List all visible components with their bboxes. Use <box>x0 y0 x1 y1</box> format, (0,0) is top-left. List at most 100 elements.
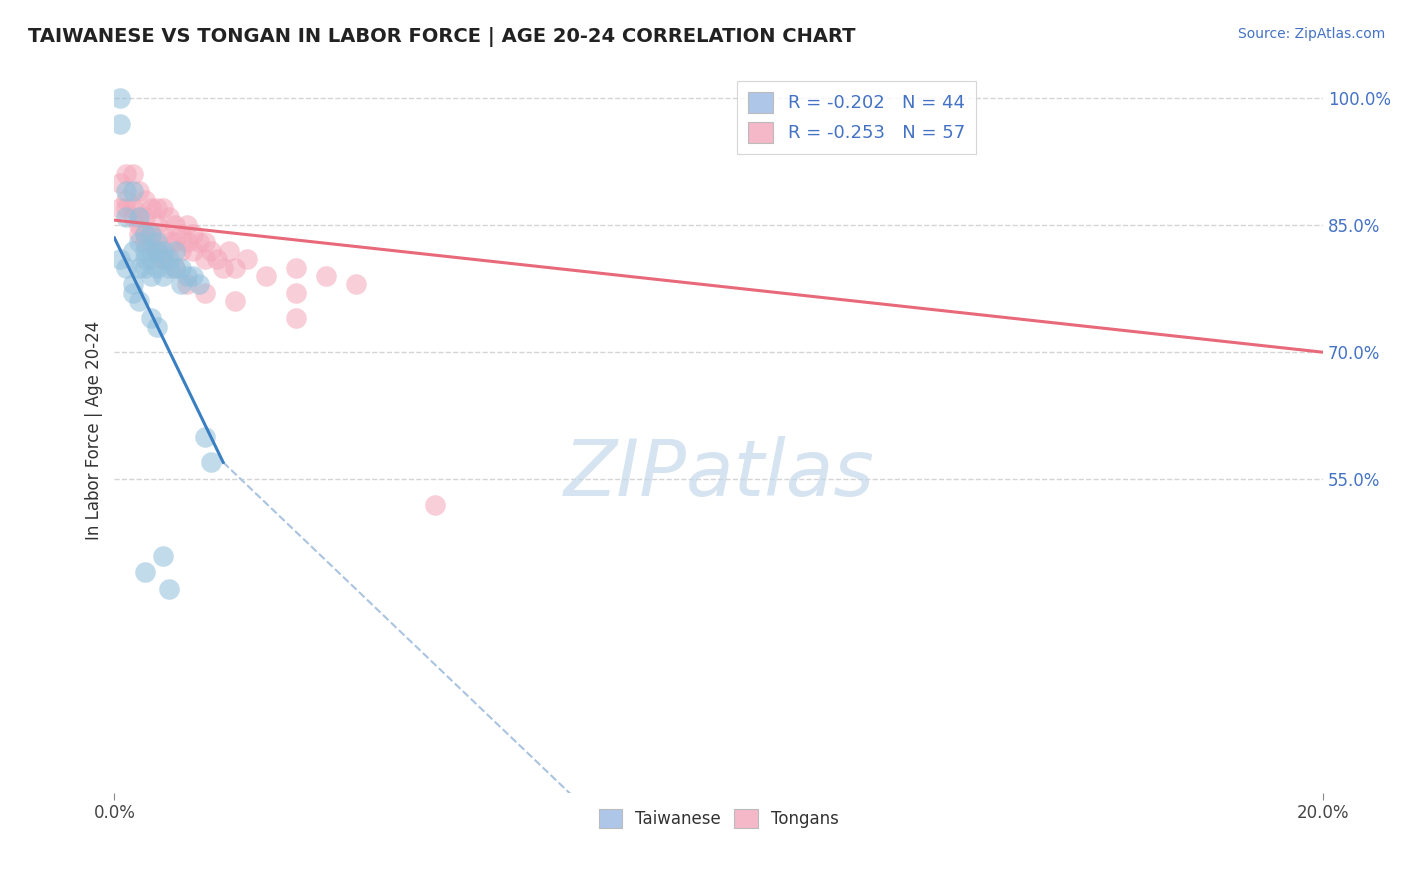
Point <box>121 201 143 215</box>
Point <box>170 277 193 292</box>
Point <box>181 244 204 258</box>
Point <box>110 117 132 131</box>
Point <box>152 201 174 215</box>
Point <box>423 498 446 512</box>
Point <box>128 184 150 198</box>
Point <box>315 268 337 283</box>
Point <box>254 268 277 283</box>
Text: TAIWANESE VS TONGAN IN LABOR FORCE | AGE 20-24 CORRELATION CHART: TAIWANESE VS TONGAN IN LABOR FORCE | AGE… <box>28 27 856 46</box>
Point <box>110 176 132 190</box>
Point <box>128 227 150 241</box>
Point <box>152 252 174 266</box>
Point <box>128 235 150 249</box>
Point <box>236 252 259 266</box>
Point <box>188 277 211 292</box>
Point <box>284 260 307 275</box>
Point <box>139 311 162 326</box>
Point <box>157 210 180 224</box>
Point <box>115 168 138 182</box>
Point <box>200 455 222 469</box>
Point <box>163 218 186 232</box>
Point <box>139 244 162 258</box>
Point <box>115 184 138 198</box>
Point <box>224 260 246 275</box>
Point <box>121 168 143 182</box>
Point <box>176 235 198 249</box>
Point <box>188 235 211 249</box>
Point <box>134 244 156 258</box>
Point <box>145 319 167 334</box>
Point <box>176 277 198 292</box>
Point <box>170 244 193 258</box>
Point <box>145 260 167 275</box>
Point <box>170 260 193 275</box>
Point <box>157 252 180 266</box>
Text: Source: ZipAtlas.com: Source: ZipAtlas.com <box>1237 27 1385 41</box>
Point <box>134 227 156 241</box>
Point <box>284 285 307 300</box>
Point <box>181 227 204 241</box>
Point <box>139 235 162 249</box>
Point <box>139 201 162 215</box>
Point <box>152 252 174 266</box>
Point <box>139 268 162 283</box>
Point <box>224 294 246 309</box>
Point <box>128 210 150 224</box>
Point <box>157 582 180 597</box>
Point <box>284 311 307 326</box>
Point <box>121 277 143 292</box>
Point <box>134 235 156 249</box>
Point <box>121 210 143 224</box>
Point <box>145 201 167 215</box>
Legend: Taiwanese, Tongans: Taiwanese, Tongans <box>592 803 845 835</box>
Point <box>145 244 167 258</box>
Point <box>194 285 217 300</box>
Point <box>152 549 174 563</box>
Point <box>200 244 222 258</box>
Point <box>194 430 217 444</box>
Point <box>205 252 228 266</box>
Point <box>139 227 162 241</box>
Point <box>134 252 156 266</box>
Point <box>194 252 217 266</box>
Point <box>115 193 138 207</box>
Point <box>212 260 235 275</box>
Point <box>128 210 150 224</box>
Y-axis label: In Labor Force | Age 20-24: In Labor Force | Age 20-24 <box>86 321 103 541</box>
Point <box>115 260 138 275</box>
Point <box>145 235 167 249</box>
Point <box>128 294 150 309</box>
Point <box>157 235 180 249</box>
Point <box>145 244 167 258</box>
Point <box>163 260 186 275</box>
Point <box>115 210 138 224</box>
Text: ZIPatlas: ZIPatlas <box>564 436 875 512</box>
Point <box>218 244 240 258</box>
Point <box>115 201 138 215</box>
Point <box>152 227 174 241</box>
Point <box>152 268 174 283</box>
Point <box>344 277 367 292</box>
Point <box>139 252 162 266</box>
Point <box>163 260 186 275</box>
Point <box>128 260 150 275</box>
Point <box>145 218 167 232</box>
Point <box>176 268 198 283</box>
Point <box>134 260 156 275</box>
Point <box>134 227 156 241</box>
Point <box>134 193 156 207</box>
Point <box>163 244 186 258</box>
Point <box>134 566 156 580</box>
Point <box>110 91 132 105</box>
Point <box>121 244 143 258</box>
Point <box>110 252 132 266</box>
Point <box>134 210 156 224</box>
Point <box>152 244 174 258</box>
Point <box>181 268 204 283</box>
Point <box>121 285 143 300</box>
Point <box>157 260 180 275</box>
Point <box>194 235 217 249</box>
Point <box>163 235 186 249</box>
Point <box>128 218 150 232</box>
Point <box>145 244 167 258</box>
